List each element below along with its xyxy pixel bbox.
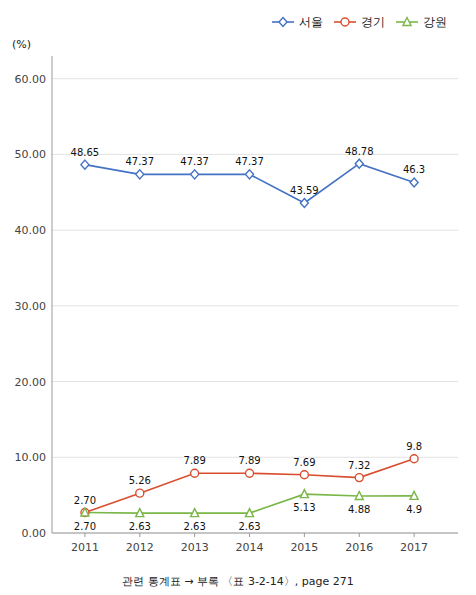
- point: [191, 170, 199, 179]
- x-tick-label: 2016: [345, 541, 373, 554]
- data-label: 4.9: [406, 504, 422, 515]
- legend-marker: [279, 18, 287, 27]
- x-tick: [84, 533, 85, 537]
- legend-marker: [403, 18, 411, 26]
- point: [191, 469, 199, 477]
- point: [246, 509, 254, 517]
- data-label: 47.37: [180, 156, 209, 167]
- point: [300, 198, 308, 207]
- x-tick-label: 2014: [236, 541, 264, 554]
- x-tick: [194, 533, 195, 537]
- y-tick-label: 0.00: [22, 527, 47, 540]
- point: [300, 471, 308, 479]
- data-label: 46.3: [403, 164, 425, 175]
- legend: 서울 경기 강원: [272, 15, 447, 29]
- y-tick-label: 20.00: [15, 376, 47, 389]
- series-line: [85, 164, 414, 203]
- point: [136, 170, 144, 179]
- legend-label: 경기: [361, 15, 385, 29]
- x-axis-line: [52, 533, 458, 534]
- point: [81, 160, 89, 169]
- grid-line: [52, 230, 458, 231]
- y-tick-label: 50.00: [15, 148, 47, 161]
- data-label: 47.37: [125, 156, 154, 167]
- point: [355, 474, 363, 482]
- point: [355, 159, 363, 168]
- x-tick-label: 2017: [400, 541, 428, 554]
- data-label: 5.13: [293, 502, 315, 513]
- x-tick-label: 2012: [126, 541, 154, 554]
- data-label: 7.89: [238, 455, 260, 466]
- x-tick-label: 2013: [181, 541, 209, 554]
- data-label: 48.78: [345, 146, 374, 157]
- y-tick-label: 10.00: [15, 451, 47, 464]
- legend-label: 서울: [299, 15, 323, 29]
- data-label: 2.63: [184, 521, 206, 532]
- data-label: 5.26: [129, 475, 151, 486]
- point: [191, 509, 199, 517]
- x-tick: [359, 533, 360, 537]
- x-tick: [249, 533, 250, 537]
- point: [410, 178, 418, 187]
- data-label: 7.32: [348, 460, 370, 471]
- data-label: 7.89: [184, 455, 206, 466]
- point: [246, 170, 254, 179]
- x-tick-label: 2011: [71, 541, 99, 554]
- data-label: 9.8: [406, 441, 422, 452]
- x-tick: [304, 533, 305, 537]
- plot-area: [81, 159, 418, 516]
- grid-line: [52, 533, 458, 534]
- legend-marker: [341, 18, 349, 26]
- data-label: 48.65: [71, 147, 100, 158]
- data-labels: 48.65 47.37 47.37 47.37 43.59 48.78 46.3 2.70 5.…: [71, 146, 426, 532]
- data-label: 7.69: [293, 457, 315, 468]
- data-label: 2.63: [238, 521, 260, 532]
- point: [81, 509, 89, 517]
- data-label: 2.70: [74, 495, 96, 506]
- grid-line: [52, 305, 458, 306]
- y-tick-label: 30.00: [15, 300, 47, 313]
- point: [81, 508, 89, 516]
- point: [136, 509, 144, 517]
- data-label: 2.70: [74, 521, 96, 532]
- y-axis-line: [52, 56, 53, 533]
- footer: 관련 통계표 → 부록 〈표 3-2-14〉, page 271: [122, 575, 354, 588]
- data-label: 4.88: [348, 504, 370, 515]
- grid-line: [52, 154, 458, 155]
- y-tick-label: 40.00: [15, 224, 47, 237]
- data-label: 2.63: [129, 521, 151, 532]
- x-tick: [414, 533, 415, 537]
- data-label: 47.37: [235, 156, 264, 167]
- point: [246, 469, 254, 477]
- point: [355, 492, 363, 500]
- y-tick-label: 60.00: [15, 73, 47, 86]
- point: [410, 491, 418, 499]
- legend-label: 강원: [423, 15, 447, 29]
- x-tick-label: 2015: [290, 541, 318, 554]
- point: [410, 455, 418, 463]
- grid-line: [52, 381, 458, 382]
- point: [300, 490, 308, 498]
- grid-line: [52, 78, 458, 79]
- data-label: 43.59: [290, 185, 319, 196]
- y-axis-label: (%): [12, 38, 31, 51]
- chart: 0.00 10.00 20.00 30.00 40.00 50.00 60.00 2011 20…: [0, 0, 476, 595]
- point: [136, 489, 144, 497]
- x-tick: [139, 533, 140, 537]
